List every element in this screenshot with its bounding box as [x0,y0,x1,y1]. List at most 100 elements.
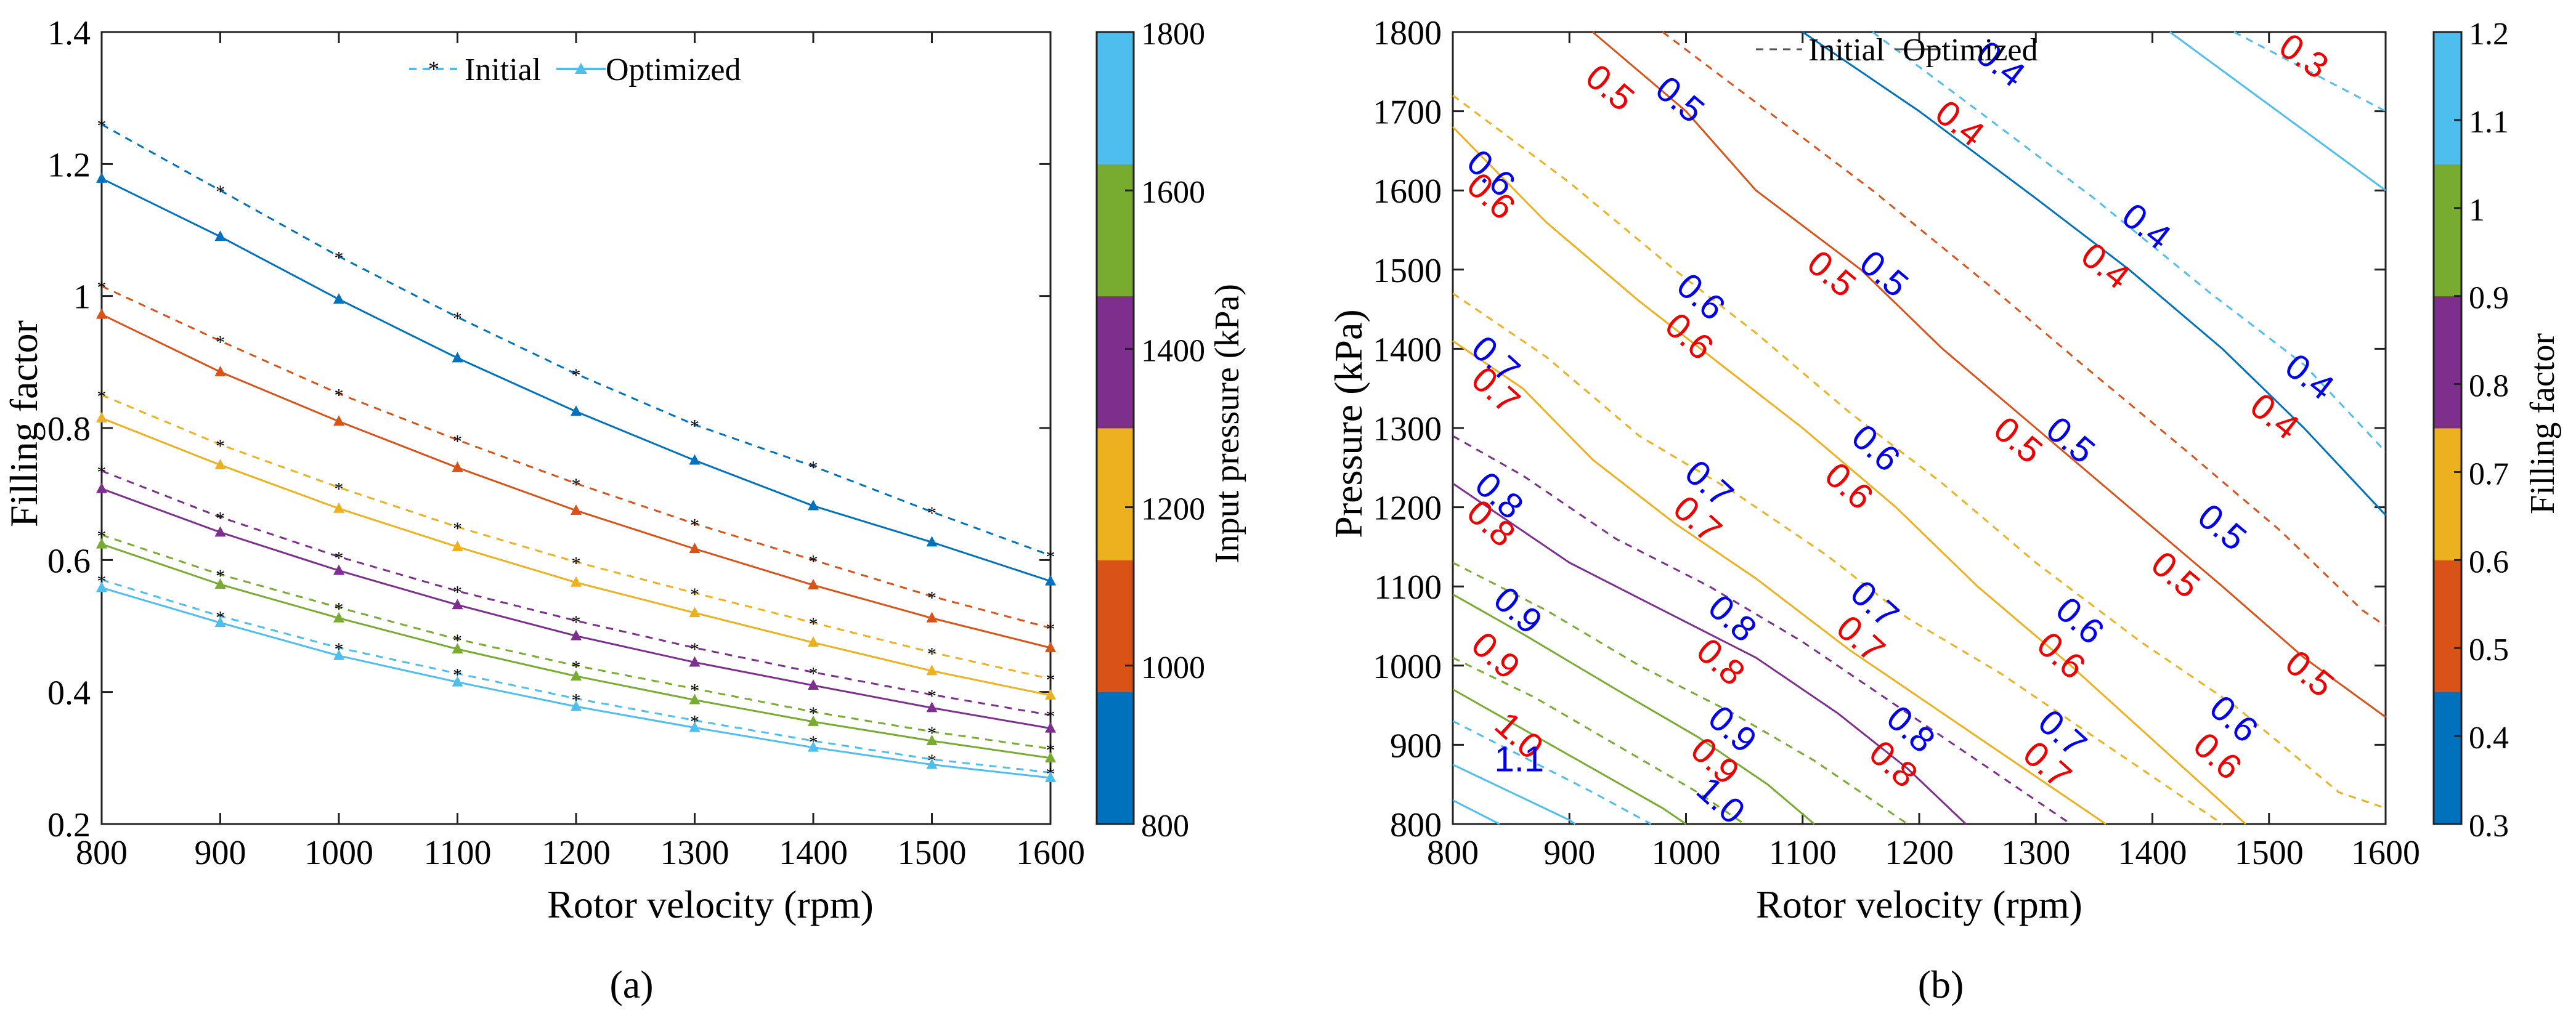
a-x-axis-label: Rotor velocity (rpm) [547,883,874,926]
a-point-initial-1800: * [690,416,699,437]
a-series-initial-800 [101,579,1051,774]
b-contour-label-initial: 0.4 [2278,345,2342,408]
a-point-optimized-1600 [926,612,938,623]
a-point-initial-1200: * [335,548,344,568]
a-point-initial-1200: * [216,509,225,529]
a-x-tick-label: 1100 [424,834,492,872]
a-y-tick-label: 1.4 [47,14,91,52]
b-contour-label-optimized: 0.4 [1928,92,1992,155]
b-legend-optimized-label: Optimized [1903,33,2038,68]
a-point-optimized-1000 [452,643,463,654]
a-point-initial-1000: * [453,631,462,651]
a-point-optimized-1800 [214,230,226,241]
b-contour-solid-1.0 [1452,689,1687,825]
b-contour-label-optimized: 0.4 [2074,235,2138,297]
b-y-tick-label: 1400 [1373,331,1442,369]
a-legend-initial-label: Initial [465,52,541,87]
a-point-optimized-1600 [1045,641,1056,652]
b-y-tick-label: 1700 [1373,94,1442,132]
a-point-optimized-1000 [96,538,107,549]
a-point-initial-1800: * [809,458,818,478]
a-point-optimized-1000 [333,612,344,623]
a-point-optimized-1400 [214,459,226,470]
b-contour-label-initial: 0.5 [1852,243,1916,305]
a-point-optimized-1600 [214,365,226,376]
b-x-tick-label: 1500 [2235,834,2304,872]
a-colorbar-tick-label: 1400 [1141,333,1205,368]
b-contour-dashed-0.8 [1452,435,2071,825]
a-point-initial-1800: * [216,182,225,202]
a-point-optimized-1400 [689,607,701,618]
a-colorbar-label: Input pressure (kPa) [1208,284,1246,564]
a-point-optimized-800 [333,649,344,660]
b-contour-solid-0.7 [1452,340,2107,825]
b-colorbar-tick-label: 0.4 [2469,721,2509,756]
a-point-initial-1400: * [572,554,581,574]
a-point-optimized-1600 [452,461,463,472]
b-colorbar: 0.3 0.4 0.5 0.6 0.7 0.8 0.9 1 1.1 1.2 [2432,17,2509,844]
b-x-tick-label: 1100 [1769,834,1837,872]
a-point-initial-1800: * [572,365,581,386]
a-point-optimized-1600 [808,579,819,590]
a-x-tick-label: 1200 [542,834,611,872]
b-colorbar-tick-label: 0.9 [2469,281,2509,316]
panel-b-contour-chart: 0.30.40.40.40.40.40.40.5 0.50.50.50.50.50… [1327,14,2562,1006]
b-colorbar-label: Filling factor [2524,333,2562,514]
b-colorbar-segment [2434,428,2461,560]
a-point-initial-1200: * [453,583,462,603]
a-point-optimized-800 [689,721,701,732]
a-point-optimized-1800 [926,536,938,547]
caption-b: (b) [1918,963,1964,1006]
a-x-tick-label: 1300 [660,834,729,872]
b-contour-labels: 0.30.40.40.40.40.40.40.5 0.50.50.50.50.50… [1459,25,2341,832]
b-y-axis-label: Pressure (kPa) [1327,309,1370,538]
b-contour-label-initial: 1.1 [1495,740,1545,780]
a-point-initial-1600: * [216,333,225,353]
b-contour-dashed-0.7 [1452,293,2223,825]
a-colorbar-segment [1097,428,1134,560]
a-point-initial-1800: * [1046,547,1055,567]
a-point-initial-1400: * [216,436,225,456]
a-colorbar-tick-label: 1800 [1141,17,1205,52]
a-series-initial-1200 [101,470,1051,716]
a-x-tick-label: 800 [76,834,128,872]
a-legend-optimized-label: Optimized [606,52,741,87]
a-point-optimized-1400 [96,411,107,422]
a-point-optimized-1000 [1045,751,1056,762]
a-x-tick-label: 900 [195,834,246,872]
a-point-optimized-800 [1045,771,1056,782]
b-contour-solid-1.1 [1452,764,1576,825]
a-point-initial-1600: * [335,385,344,405]
a-point-optimized-1400 [452,540,463,551]
a-colorbar-tick-label: 1000 [1141,650,1205,685]
a-point-initial-1600: * [572,475,581,495]
b-colorbar-tick-label: 0.3 [2469,809,2509,844]
b-contour-label-optimized: 0.5 [2143,543,2208,606]
b-colorbar-tick-label: 1 [2469,193,2485,228]
a-point-initial-1200: * [690,639,699,660]
a-point-optimized-1800 [689,454,701,465]
a-point-optimized-1800 [452,352,463,363]
a-series-optimized-1000 [101,543,1051,759]
a-point-optimized-1200 [1045,722,1056,733]
b-colorbar-segment [2434,296,2461,429]
panel-a-line-chart: ****************************************… [2,14,1246,1006]
b-x-axis-label: Rotor velocity (rpm) [1756,883,2082,926]
a-colorbar-segment [1097,692,1134,825]
a-point-initial-1800: * [927,503,937,523]
a-point-optimized-1800 [333,293,344,304]
a-point-initial-1800: * [453,309,462,329]
b-contour-label-initial: 1.0 [1689,769,1752,832]
a-point-optimized-1400 [571,576,582,587]
a-point-initial-1800: * [335,248,344,268]
a-point-initial-1000: * [572,657,581,677]
b-x-tick-label: 800 [1427,834,1479,872]
a-point-optimized-1800 [1045,575,1056,586]
b-contour-label-initial: 0.5 [2039,409,2103,472]
a-point-initial-1400: * [453,519,462,539]
a-series-initial-1000 [101,534,1051,750]
b-colorbar-segment [2434,164,2461,297]
a-point-optimized-1200 [808,679,819,690]
a-series-initial-1600 [101,285,1051,629]
